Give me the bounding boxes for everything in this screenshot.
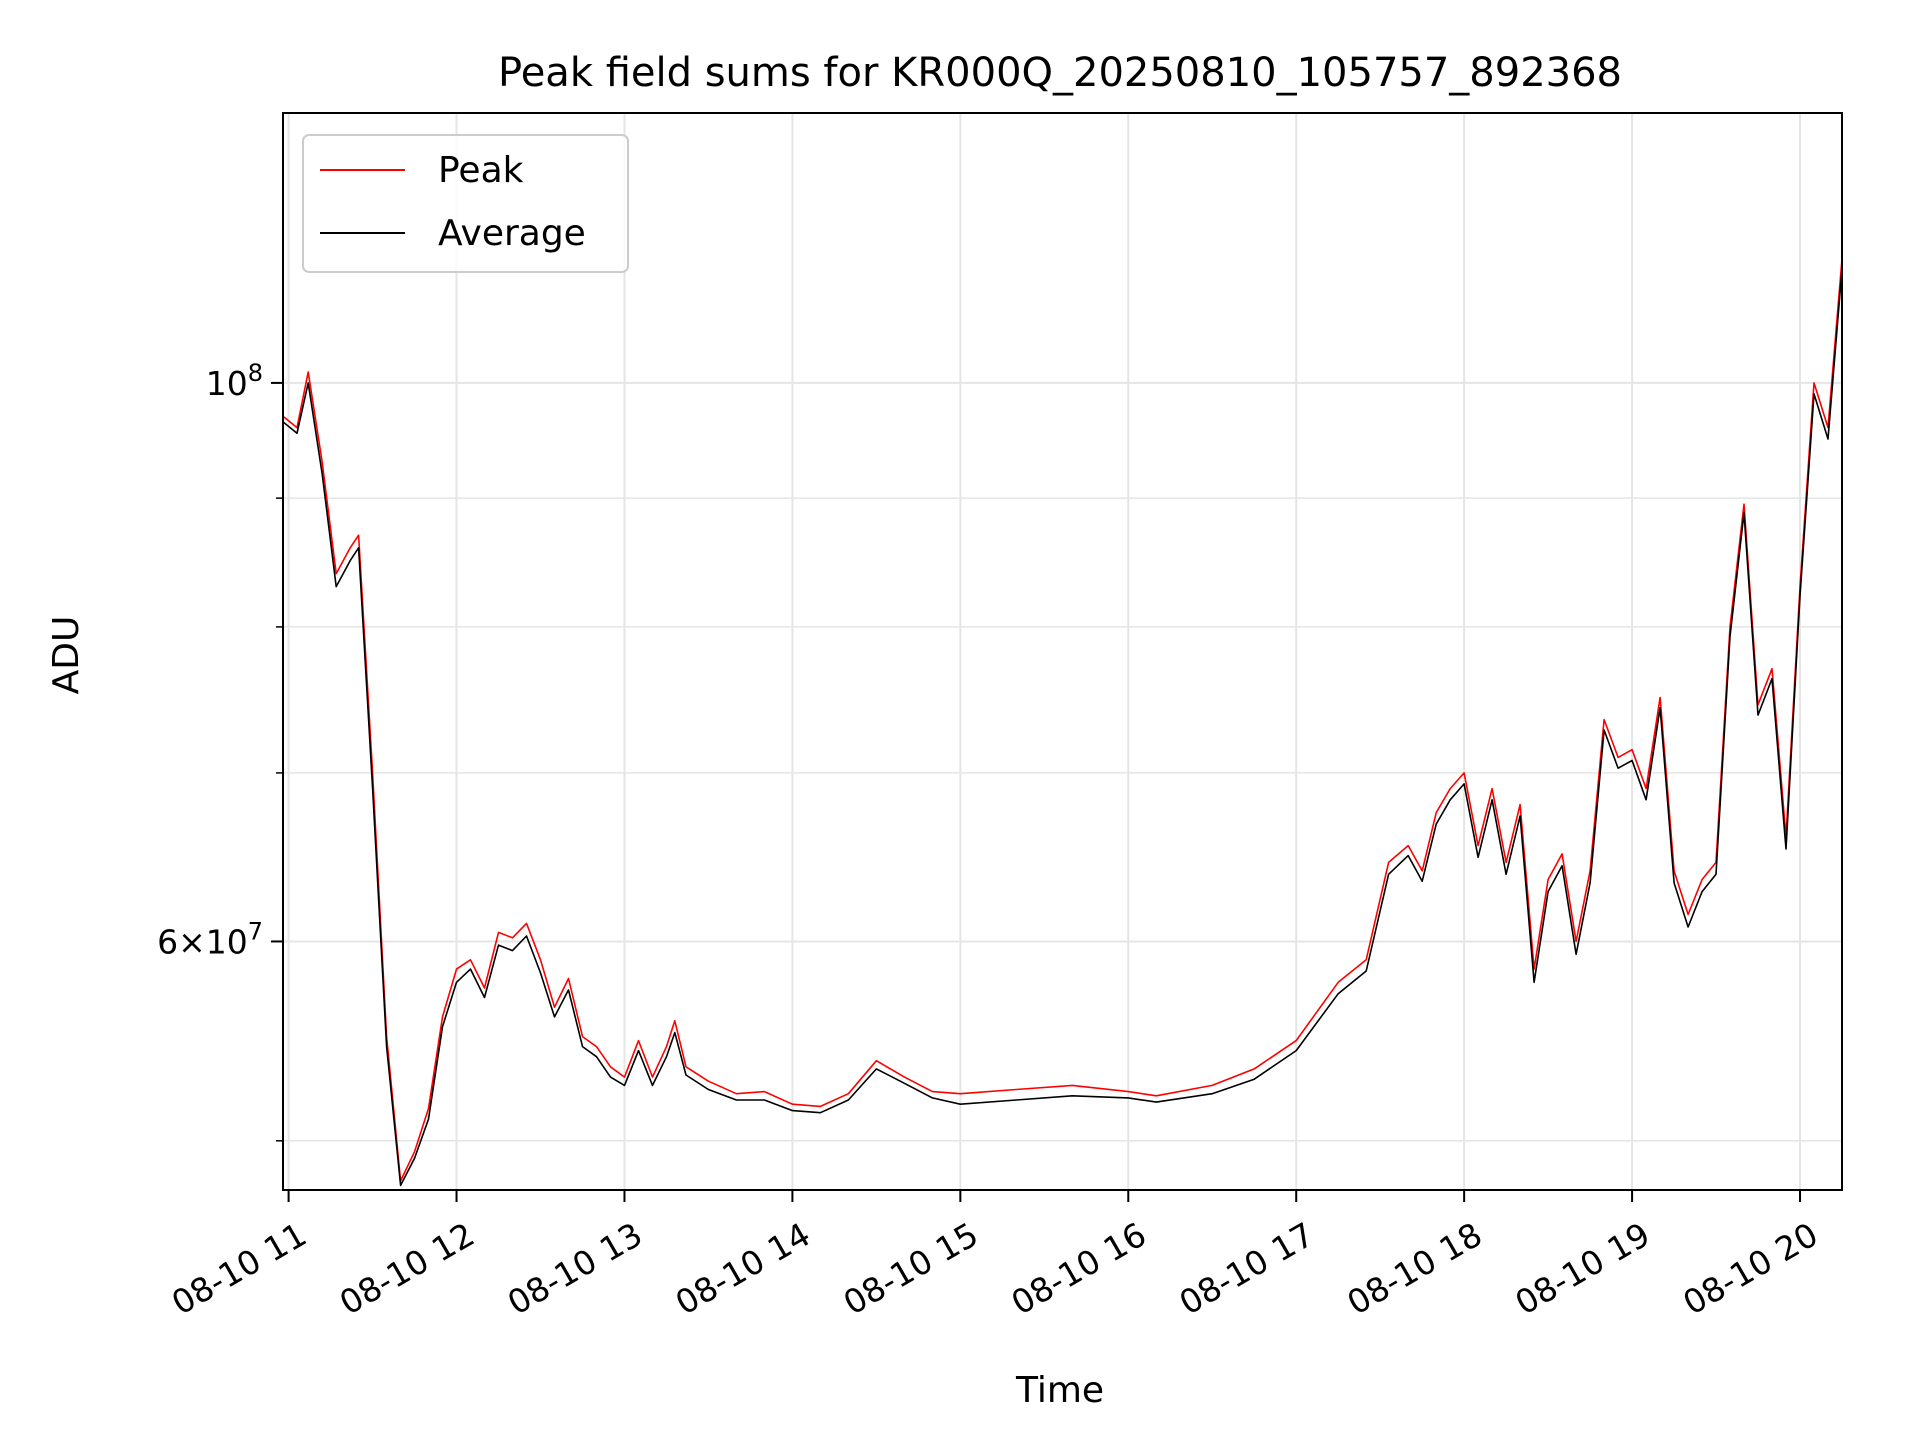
legend-label-average: Average [438,213,586,254]
series-line-peak [282,258,1843,1182]
y-tick-label: 108 [206,359,263,403]
y-axis-label: ADU [46,616,87,695]
series-line-average [282,268,1843,1187]
grid [283,113,1842,1190]
series-layer [282,258,1843,1187]
chart-title: Peak field sums for KR000Q_20250810_1057… [498,50,1622,96]
legend: Peak Average [302,134,629,273]
legend-label-peak: Peak [438,150,524,191]
y-tick-label: 6×107 [157,917,263,961]
plot-frame [282,112,1843,1191]
x-axis-label: Time [1015,1370,1104,1411]
